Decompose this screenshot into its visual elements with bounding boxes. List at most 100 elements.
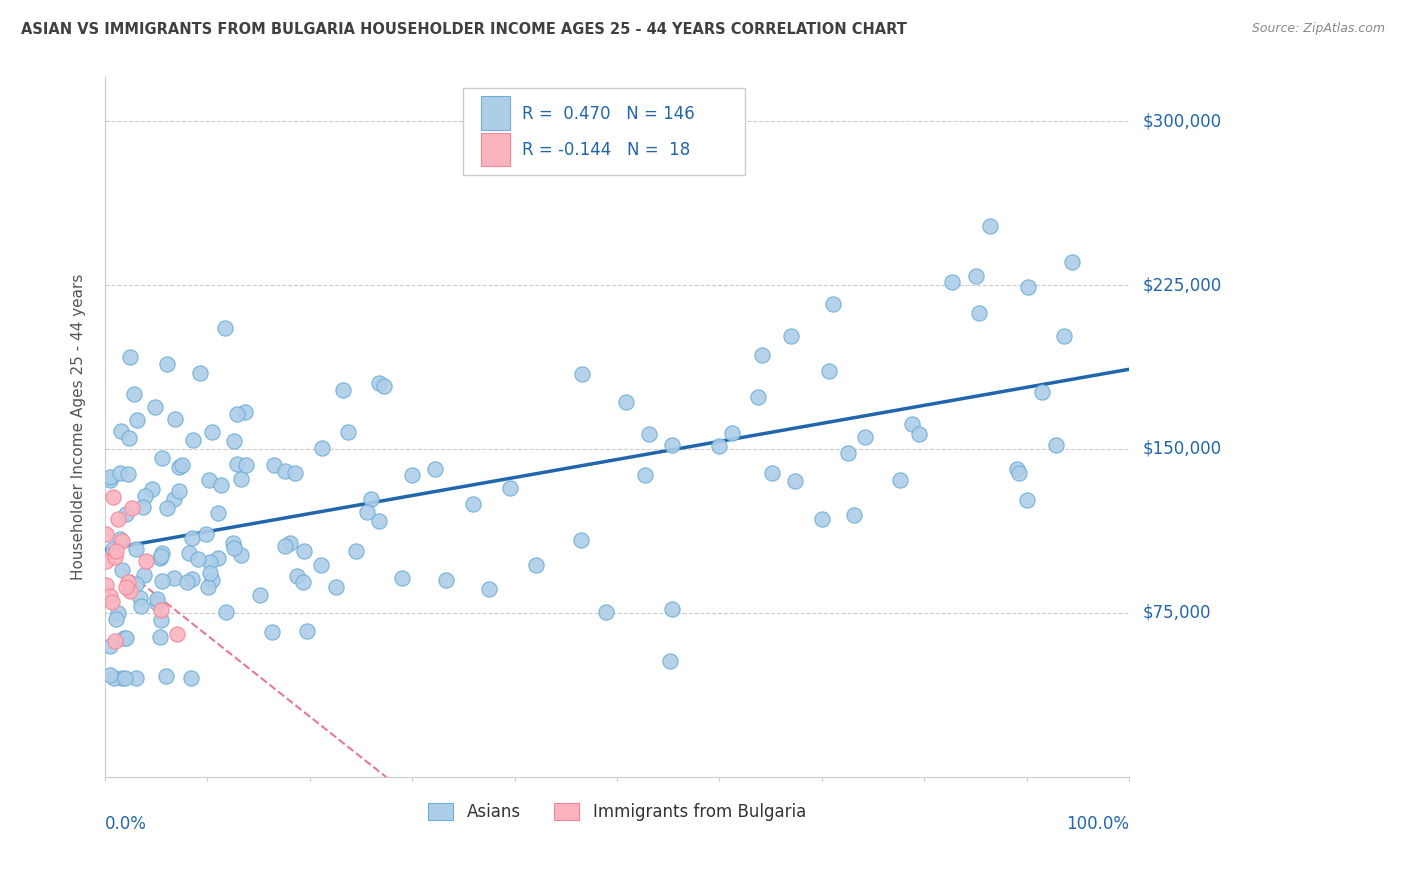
Point [150,549,173,564]
Point [373,379,395,393]
Point [118,350,141,364]
Point [166,627,188,641]
Point [634,468,657,483]
Point [110,424,132,438]
Text: $225,000: $225,000 [1143,276,1222,294]
Point [180,671,202,685]
Text: R = -0.144   N =  18: R = -0.144 N = 18 [522,141,690,159]
Y-axis label: Householder Income Ages 25 - 44 years: Householder Income Ages 25 - 44 years [72,274,86,580]
Point [309,558,332,572]
Point [274,464,297,478]
Point [311,441,333,455]
Point [129,599,152,613]
Point [187,552,209,566]
Point [235,458,257,473]
Point [131,500,153,515]
Point [150,546,173,560]
Point [817,364,839,378]
Point [169,484,191,499]
Point [853,429,876,443]
Point [811,512,834,526]
Point [150,574,173,589]
Point [889,473,911,487]
Point [110,532,132,546]
Point [104,633,127,648]
Point [661,601,683,615]
Point [176,575,198,590]
Point [117,467,139,481]
Point [105,544,128,558]
Point [215,605,238,619]
Point [901,417,924,431]
Point [114,671,136,685]
Point [571,368,593,382]
Point [284,466,307,480]
Point [367,376,389,391]
Point [423,462,446,476]
Point [325,580,347,594]
Point [132,567,155,582]
Point [344,544,367,558]
Point [150,603,173,617]
Point [111,533,134,548]
Point [222,434,245,448]
Point [229,472,252,486]
Point [180,572,202,586]
Point [337,425,360,439]
Point [163,572,186,586]
Text: $150,000: $150,000 [1143,440,1222,458]
Point [263,458,285,473]
Point [149,550,172,565]
Point [152,451,174,466]
Text: 100.0%: 100.0% [1066,815,1129,833]
Point [637,426,659,441]
Point [179,546,201,560]
Point [103,541,125,556]
Point [292,574,315,589]
Point [785,474,807,488]
Point [1015,492,1038,507]
Point [285,568,308,582]
Point [231,548,253,562]
Point [434,573,457,587]
Point [155,669,177,683]
Point [156,501,179,516]
Point [103,671,125,685]
Point [823,297,845,311]
Point [105,612,128,626]
Point [135,554,157,568]
Point [94,577,117,591]
Text: $75,000: $75,000 [1143,604,1212,622]
Point [779,328,801,343]
Point [149,630,172,644]
Point [104,549,127,564]
Point [129,591,152,606]
Point [720,426,742,441]
Point [524,558,547,572]
Point [837,446,859,460]
Text: R =  0.470   N = 146: R = 0.470 N = 146 [522,104,695,123]
Point [197,474,219,488]
Point [707,439,730,453]
Point [969,306,991,320]
Point [101,595,124,609]
Point [150,613,173,627]
Point [107,607,129,621]
Point [908,426,931,441]
Point [101,490,124,504]
Point [233,405,256,419]
Point [401,468,423,483]
Point [94,526,117,541]
Text: 0.0%: 0.0% [105,815,146,833]
Point [207,551,229,566]
Point [751,348,773,362]
Point [122,386,145,401]
Point [98,668,121,682]
Point [249,589,271,603]
Point [842,508,865,523]
Point [1017,279,1039,293]
Point [112,632,135,646]
Point [127,413,149,427]
Point [181,434,204,448]
Point [295,624,318,638]
